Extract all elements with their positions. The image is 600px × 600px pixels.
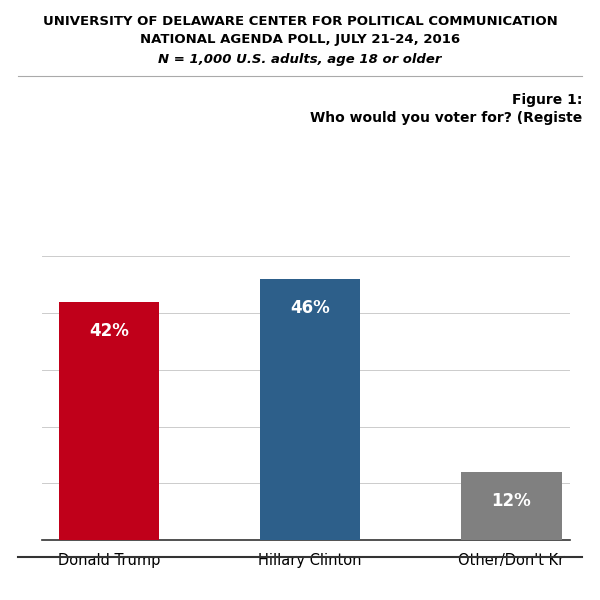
Bar	[59, 302, 160, 540]
Text: 12%: 12%	[491, 492, 531, 510]
Bar	[461, 472, 562, 540]
Text: 46%: 46%	[290, 299, 330, 317]
Bar	[260, 279, 361, 540]
Text: 42%: 42%	[89, 322, 129, 340]
Text: NATIONAL AGENDA POLL, JULY 21-24, 2016: NATIONAL AGENDA POLL, JULY 21-24, 2016	[140, 33, 460, 46]
Text: N = 1,000 U.S. adults, age 18 or older: N = 1,000 U.S. adults, age 18 or older	[158, 53, 442, 66]
Text: Who would you voter for? (Registe: Who would you voter for? (Registe	[310, 111, 582, 125]
Text: UNIVERSITY OF DELAWARE CENTER FOR POLITICAL COMMUNICATION: UNIVERSITY OF DELAWARE CENTER FOR POLITI…	[43, 15, 557, 28]
Text: Figure 1:: Figure 1:	[512, 93, 582, 107]
